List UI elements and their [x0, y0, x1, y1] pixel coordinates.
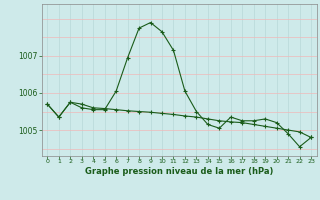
X-axis label: Graphe pression niveau de la mer (hPa): Graphe pression niveau de la mer (hPa) — [85, 167, 273, 176]
